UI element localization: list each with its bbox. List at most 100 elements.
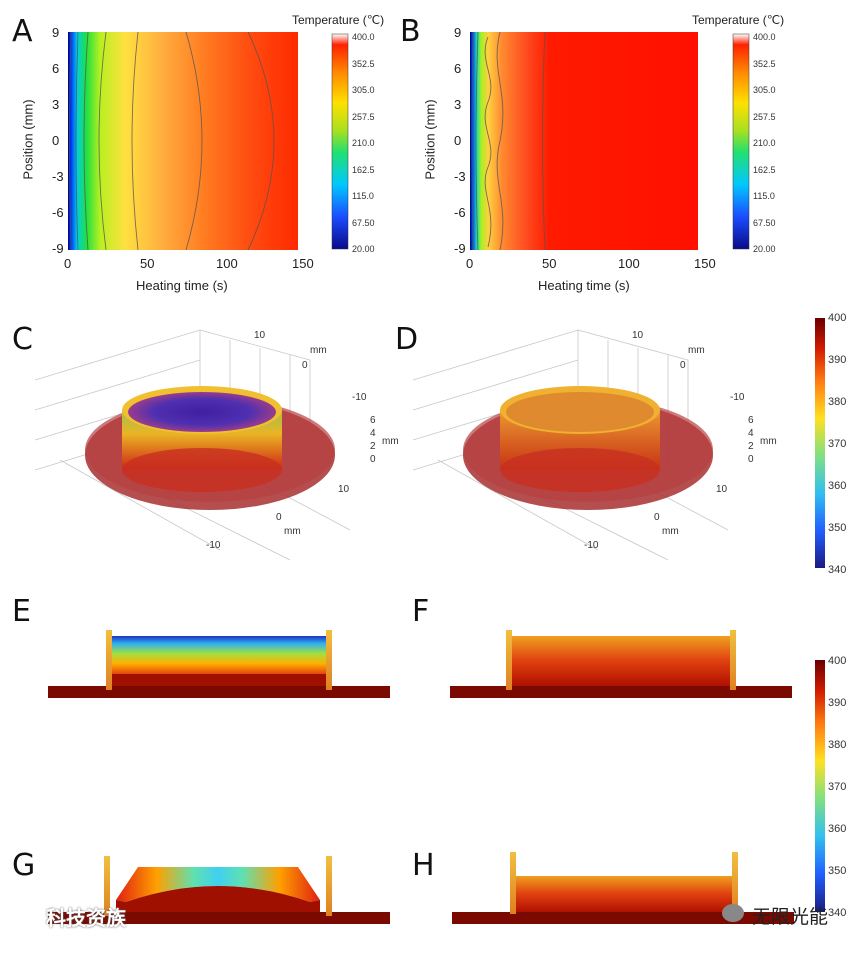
panel-label-a: A: [12, 14, 33, 49]
x-tick: 0: [466, 256, 474, 271]
wechat-icon: [722, 904, 744, 922]
cbar-tick: 162.5: [753, 164, 776, 175]
xlabel-a: Heating time (s): [136, 278, 228, 293]
watermark-right: 无限光能: [752, 907, 829, 928]
panel-label-c: C: [12, 322, 33, 357]
y-tick: -6: [454, 205, 466, 220]
cbar-tick: 20.00: [753, 244, 776, 254]
axis-unit: mm: [688, 345, 705, 356]
z-tick: 4: [370, 428, 376, 439]
y-tick: -9: [454, 241, 466, 256]
colorbar-tick: 350: [828, 865, 847, 877]
y-tick: -6: [52, 205, 64, 220]
axis-tick: 10: [716, 484, 728, 495]
axis-tick: 0: [276, 512, 282, 523]
ylabel-a: Position (mm): [20, 99, 36, 180]
colorbar-cd: [815, 318, 825, 568]
cbar-tick: 210.0: [753, 138, 776, 148]
colorbar-tick: 360: [828, 823, 847, 835]
cbar-tick: 352.5: [753, 58, 776, 69]
x-tick: 100: [618, 256, 640, 271]
y-tick: -3: [52, 169, 64, 184]
section-f: [450, 630, 792, 698]
render-3d-d: [412, 329, 729, 561]
z-tick: 4: [748, 428, 754, 439]
y-tick: 0: [454, 133, 462, 148]
y-tick: 9: [52, 25, 60, 40]
z-tick: 2: [370, 441, 376, 452]
cbar-tick: 67.50: [352, 217, 375, 228]
colorbar-tick: 370: [828, 781, 847, 793]
colorbar-b: [732, 33, 750, 250]
ylabel-b: Position (mm): [422, 99, 438, 180]
y-tick: -9: [52, 241, 64, 256]
colorbar-tick: 340: [828, 907, 847, 919]
axis-tick: 0: [302, 360, 308, 371]
x-tick: 50: [542, 256, 557, 271]
x-tick: 0: [64, 256, 72, 271]
colorbar-eh: [815, 660, 825, 912]
cbar-tick: 67.50: [753, 217, 776, 228]
colorbar-tick: 400: [828, 312, 847, 324]
cbar-tick: 352.5: [352, 58, 375, 69]
panel-label-e: E: [12, 594, 31, 629]
colorbar-tick: 390: [828, 697, 847, 709]
colorbar-tick: 350: [828, 522, 847, 534]
cbar-tick: 257.5: [753, 111, 776, 122]
y-tick: 6: [454, 61, 462, 76]
section-h: [452, 852, 794, 924]
z-tick: 6: [370, 415, 376, 426]
cbar-title-b: Temperature (℃): [692, 13, 785, 27]
axis-unit: mm: [662, 526, 679, 537]
x-tick: 100: [216, 256, 238, 271]
colorbar-tick: 370: [828, 438, 847, 450]
cbar-tick: 115.0: [753, 191, 775, 201]
contour-map-a: [68, 31, 298, 251]
colorbar-tick: 340: [828, 564, 847, 576]
colorbar-tick: 360: [828, 480, 847, 492]
z-tick: 0: [748, 454, 754, 465]
y-tick: 3: [454, 97, 462, 112]
colorbar-tick: 390: [828, 354, 847, 366]
cbar-tick: 257.5: [352, 111, 375, 122]
panel-label-f: F: [412, 594, 430, 629]
colorbar-tick: 380: [828, 396, 847, 408]
colorbar-tick: 400: [828, 655, 847, 667]
panel-label-b: B: [400, 14, 421, 49]
panel-label-g: G: [12, 848, 36, 883]
axis-tick: -10: [352, 392, 367, 403]
y-tick: 6: [52, 61, 60, 76]
cbar-tick: 400.0: [352, 32, 375, 42]
axis-tick: 10: [338, 484, 350, 495]
xlabel-b: Heating time (s): [538, 278, 630, 293]
z-tick: 0: [370, 454, 376, 465]
axis-unit: mm: [760, 436, 777, 447]
y-tick: 3: [52, 97, 60, 112]
axis-unit: mm: [310, 345, 327, 356]
axis-unit: mm: [284, 526, 301, 537]
axis-tick: 0: [680, 360, 686, 371]
cbar-title-a: Temperature (℃): [292, 13, 385, 27]
axis-tick: 10: [632, 330, 644, 341]
x-tick: 150: [292, 256, 314, 271]
cbar-tick: 210.0: [352, 138, 375, 148]
z-tick: 2: [748, 441, 754, 452]
axis-tick: 10: [254, 330, 266, 341]
cbar-tick: 115.0: [352, 191, 374, 201]
cbar-tick: 162.5: [352, 164, 375, 175]
x-tick: 150: [694, 256, 716, 271]
x-tick: 50: [140, 256, 155, 271]
y-tick: -3: [454, 169, 466, 184]
section-e: [48, 630, 390, 698]
panel-label-d: D: [395, 322, 419, 357]
colorbar-tick: 380: [828, 739, 847, 751]
cbar-tick: 305.0: [352, 85, 375, 95]
colorbar-a: [331, 33, 349, 250]
z-tick: 6: [748, 415, 754, 426]
axis-tick: -10: [730, 392, 745, 403]
panel-label-h: H: [412, 848, 435, 883]
render-3d-c: [34, 329, 351, 561]
cbar-tick: 400.0: [753, 32, 776, 42]
contour-map-b: [470, 31, 698, 251]
section-g: [48, 856, 390, 924]
